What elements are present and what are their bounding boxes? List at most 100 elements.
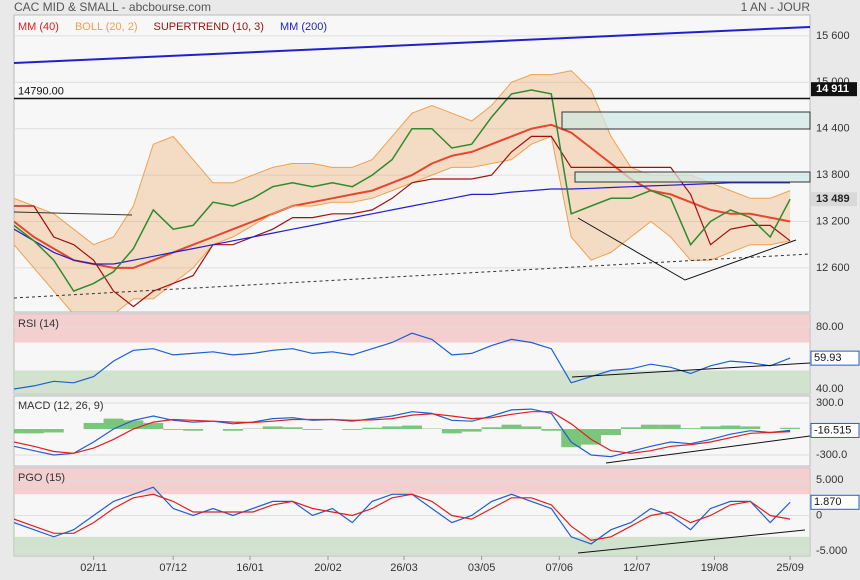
y-tick-label: -300.0 — [816, 449, 847, 461]
bollinger-band — [14, 70, 791, 312]
histogram-bar — [382, 426, 403, 430]
y-tick-label: 13 800 — [816, 169, 850, 181]
series-line — [14, 486, 791, 545]
plot — [14, 314, 810, 394]
legend-entry: MM (40) — [18, 21, 59, 33]
drawings — [13, 26, 811, 554]
level-label: 14790.00 — [18, 85, 64, 97]
price-label-box — [811, 82, 857, 97]
x-tick-label: 07/12 — [159, 562, 187, 574]
current-value-box — [810, 422, 860, 438]
zone-box — [561, 111, 811, 130]
histogram-bar — [402, 425, 422, 430]
y-tick-label: 12 600 — [816, 262, 850, 274]
oversold-zone — [14, 370, 810, 394]
x-tick-label: 12/07 — [623, 562, 651, 574]
histogram-bar — [183, 429, 204, 431]
series-line — [14, 408, 791, 458]
histogram-bar — [680, 428, 701, 430]
histogram-bar — [103, 418, 124, 430]
histogram-bar — [282, 427, 303, 430]
histogram-bar — [262, 426, 283, 430]
series-line — [14, 135, 791, 308]
histogram-bar — [43, 429, 64, 433]
histogram-bar — [342, 429, 363, 430]
histogram-bar — [740, 426, 761, 430]
x-tick-label: 02/11 — [80, 562, 107, 574]
plot — [14, 402, 810, 458]
chart-subtitle: 1 AN - JOUR — [741, 0, 811, 14]
histogram-bar — [581, 429, 602, 445]
histogram-bar — [143, 422, 164, 430]
plot — [14, 468, 810, 556]
histogram-bar — [541, 429, 562, 431]
x-tick-label: 16/01 — [236, 562, 264, 574]
legend-entry: MM (200) — [280, 21, 327, 33]
overbought-zone — [14, 468, 810, 495]
series-line — [14, 332, 791, 390]
price-label: 14 911 — [816, 83, 849, 95]
zone-box — [574, 171, 811, 183]
price-line — [14, 89, 791, 293]
chart-title: CAC MID & SMALL - abcbourse.com — [14, 0, 211, 14]
x-tick-label: 19/08 — [701, 562, 729, 574]
oversold-zone — [14, 536, 810, 556]
histogram-bar — [302, 429, 323, 430]
trend-line — [577, 529, 806, 554]
panel-title: PGO (15) — [18, 472, 65, 484]
x-tick-label: 20/02 — [314, 562, 342, 574]
histogram-bar — [780, 427, 801, 430]
x-tick-label: 03/05 — [468, 562, 496, 574]
histogram-bar — [163, 429, 184, 430]
price-label-box — [811, 192, 857, 207]
series-line — [14, 411, 791, 454]
current-value-label: -16.515 — [814, 424, 851, 436]
histogram-bar — [481, 427, 502, 430]
histogram-bar — [561, 429, 582, 448]
y-tick-label: 13 200 — [816, 215, 850, 227]
histogram-bar — [620, 427, 641, 430]
histogram-bar — [441, 429, 462, 434]
y-tick-label: 5.000 — [816, 474, 844, 486]
trend-line — [577, 217, 797, 281]
histogram-bar — [501, 424, 522, 430]
trend-line — [13, 211, 133, 216]
histogram-bar — [222, 429, 243, 431]
panel-title: MACD (12, 26, 9) — [18, 400, 104, 412]
histogram-bar — [660, 424, 681, 430]
panel-title: RSI (14) — [18, 318, 59, 330]
x-tick-label: 25/09 — [776, 562, 804, 574]
series-line — [14, 182, 791, 265]
histogram-bar — [23, 429, 44, 434]
plot-area — [13, 395, 811, 467]
price-label: 13 489 — [816, 193, 850, 205]
y-tick-label: 80.00 — [816, 321, 844, 333]
histogram-bar — [362, 427, 383, 430]
trend-line — [13, 253, 811, 299]
y-tick-label: 14 400 — [816, 123, 850, 135]
current-value-box — [810, 494, 860, 510]
x-tick-label: 07/06 — [545, 562, 573, 574]
histogram-bar — [601, 429, 621, 436]
histogram-bar — [461, 429, 482, 432]
y-tick-label: 40.00 — [816, 383, 844, 395]
legend-entry: BOLL (20, 2) — [75, 21, 138, 33]
current-value-box — [810, 350, 860, 366]
y-tick-label: 300.0 — [816, 397, 844, 409]
histogram-bar — [521, 426, 542, 430]
histogram-bar — [720, 425, 741, 430]
histogram-bar — [14, 429, 24, 434]
trend-line — [571, 362, 811, 378]
histogram-bar — [123, 420, 144, 430]
histogram-bar — [83, 422, 104, 430]
current-value-label: 59.93 — [814, 352, 842, 364]
current-value-label: 1.870 — [814, 496, 842, 508]
histogram-bar — [640, 424, 661, 430]
series-line — [14, 123, 791, 269]
y-tick-label: -5.000 — [816, 545, 847, 557]
histogram-bar — [700, 426, 721, 430]
y-tick-label: 15 600 — [816, 30, 850, 42]
trend-line — [605, 435, 811, 464]
